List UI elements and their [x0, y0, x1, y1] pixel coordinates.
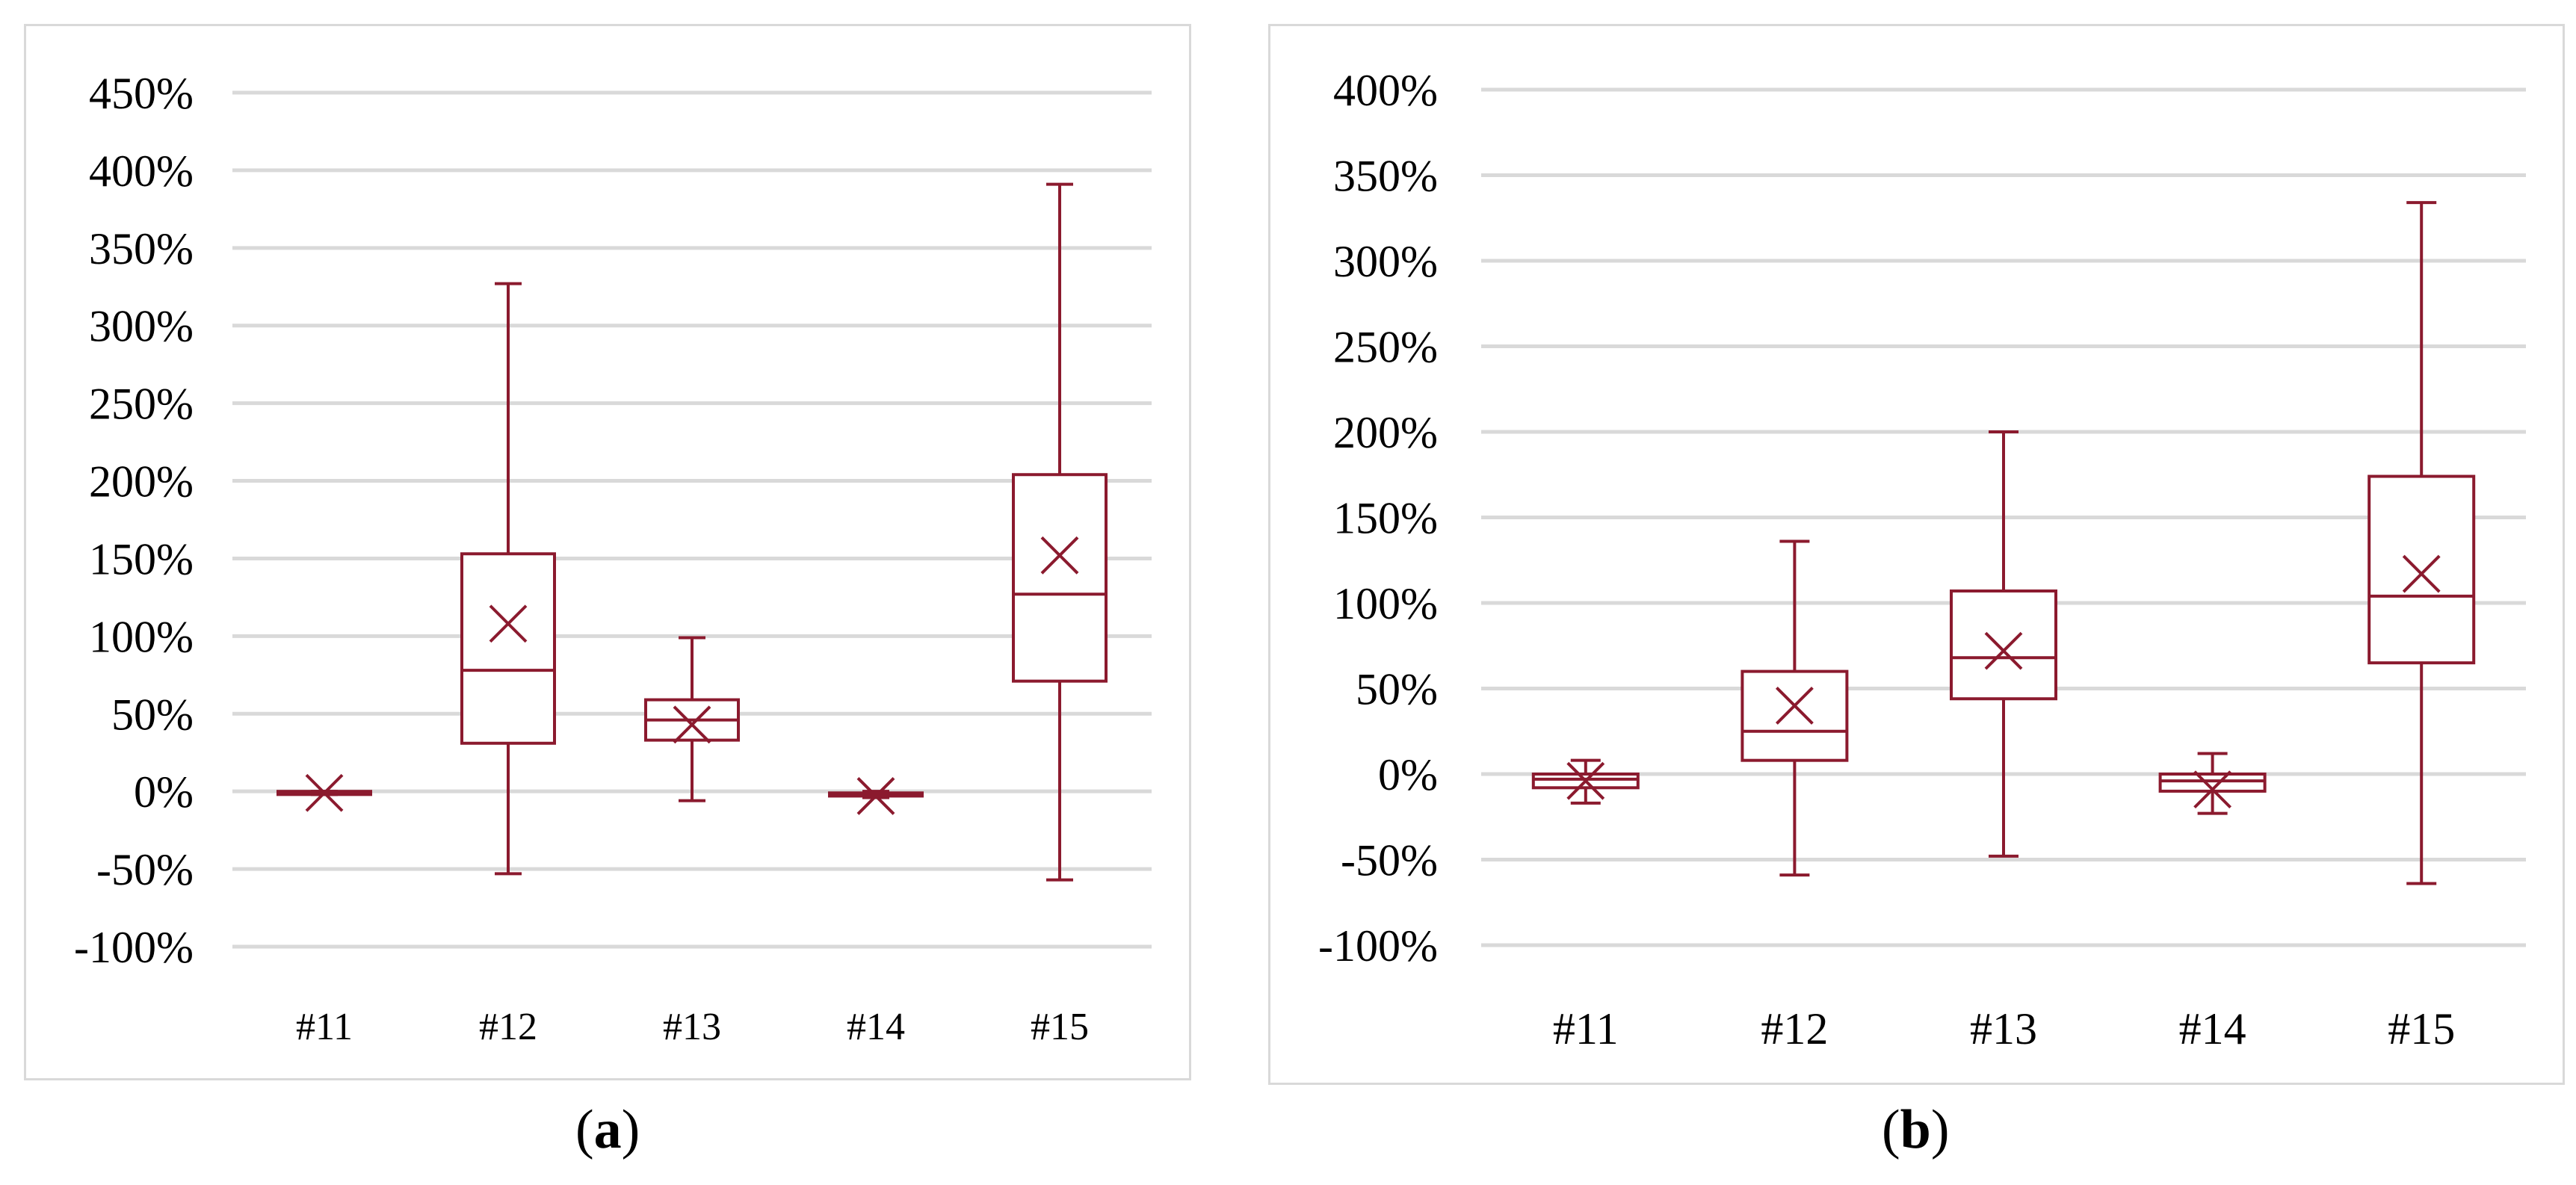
- y-tick-label: -50%: [1341, 836, 1438, 885]
- y-tick-label: -50%: [96, 845, 194, 894]
- y-tick-label: 350%: [1333, 152, 1438, 201]
- panel-caption-b: (b): [1882, 1098, 1949, 1162]
- y-tick-label: 450%: [89, 69, 194, 118]
- chart-panel-b: -100% -50% 0% 50% 100% 150% 200% 250% 300% 350% 40…: [1268, 24, 2565, 1085]
- iqr-box: [1012, 473, 1108, 683]
- y-tick-label: 250%: [1333, 323, 1438, 372]
- caption-letter: a: [593, 1099, 622, 1160]
- y-tick-label: 400%: [1333, 66, 1438, 115]
- mean-marker: [489, 604, 528, 643]
- y-tick-label: -100%: [1318, 921, 1438, 971]
- x-category-label: #12: [1761, 1004, 1828, 1053]
- mean-marker: [2402, 554, 2441, 593]
- box-15: [2367, 201, 2476, 885]
- box-13: [644, 636, 740, 802]
- x-category-label: #13: [1970, 1004, 2037, 1053]
- y-tick-label: 100%: [1333, 579, 1438, 628]
- panel-caption-a: (a): [575, 1098, 640, 1162]
- y-tick-label: -100%: [74, 923, 194, 972]
- x-category-label: #14: [847, 1006, 905, 1048]
- box-plot-a: -100% -50% 0% 50% 100% 150% 200% 250% 300% 350% 40…: [74, 69, 1152, 1048]
- mean-marker: [1984, 631, 2023, 670]
- x-category-label: #12: [479, 1006, 537, 1048]
- y-tick-label: 150%: [89, 534, 194, 584]
- box-14: [828, 777, 924, 815]
- y-tick-label: 200%: [89, 457, 194, 507]
- caption-letter: b: [1900, 1099, 1931, 1160]
- y-tick-label: 350%: [89, 224, 194, 273]
- box-13: [1950, 430, 2057, 858]
- box-14: [2158, 752, 2267, 815]
- box-11: [277, 773, 372, 812]
- mean-marker: [1775, 686, 1814, 725]
- x-category-label: #15: [1031, 1006, 1089, 1048]
- mean-marker: [305, 773, 344, 812]
- x-category-label: #13: [663, 1006, 721, 1048]
- mean-marker: [673, 705, 711, 744]
- caption-close-paren: ): [621, 1099, 640, 1160]
- iqr-box: [1950, 589, 2057, 701]
- caption-open-paren: (: [575, 1099, 594, 1160]
- y-tick-label: 250%: [89, 380, 194, 429]
- mean-marker: [1566, 761, 1605, 800]
- x-category-label: #14: [2179, 1004, 2246, 1053]
- y-tick-label: 0%: [134, 767, 194, 817]
- chart-panel-a: -100% -50% 0% 50% 100% 150% 200% 250% 300% 350% 40…: [24, 24, 1191, 1080]
- x-category-label: #11: [296, 1006, 353, 1048]
- y-tick-label: 150%: [1333, 494, 1438, 543]
- iqr-box: [460, 552, 556, 745]
- mean-marker: [2193, 770, 2232, 809]
- caption-open-paren: (: [1882, 1099, 1900, 1160]
- y-tick-label: 50%: [111, 690, 194, 739]
- y-tick-label: 300%: [1333, 237, 1438, 286]
- y-tick-label: 300%: [89, 302, 194, 351]
- iqr-box: [2367, 474, 2476, 665]
- box-15: [1012, 182, 1108, 882]
- x-category-label: #11: [1553, 1004, 1619, 1053]
- mean-marker: [856, 777, 895, 815]
- box-12: [460, 282, 556, 876]
- mean-marker: [1040, 536, 1079, 575]
- y-tick-label: 0%: [1378, 750, 1438, 799]
- y-tick-label: 400%: [89, 146, 194, 196]
- y-tick-label: 200%: [1333, 408, 1438, 457]
- box-11: [1531, 758, 1640, 805]
- box-plot-b: -100% -50% 0% 50% 100% 150% 200% 250% 300% 350% 40…: [1318, 66, 2526, 1053]
- x-category-label: #15: [2388, 1004, 2455, 1053]
- box-12: [1741, 539, 1849, 877]
- caption-close-paren: ): [1930, 1099, 1950, 1160]
- y-tick-label: 100%: [89, 612, 194, 661]
- iqr-box: [1741, 669, 1849, 762]
- y-tick-label: 50%: [1356, 665, 1438, 714]
